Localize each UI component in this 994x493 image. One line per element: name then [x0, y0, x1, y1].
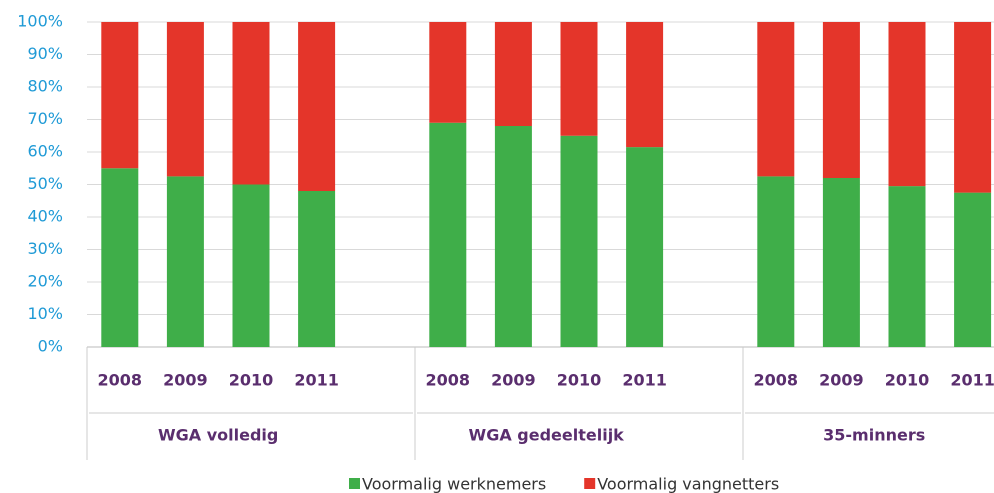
y-tick-label: 0% — [38, 337, 63, 356]
bar-segment — [626, 147, 664, 347]
bar-segment — [626, 22, 664, 148]
legend-swatch — [349, 478, 360, 489]
x-tick-label: 2009 — [163, 371, 208, 390]
x-tick-label: 2008 — [754, 371, 799, 390]
group-label: WGA volledig — [158, 426, 278, 445]
x-tick-label: 2010 — [229, 371, 274, 390]
bar-segment — [757, 176, 795, 347]
y-tick-label: 100% — [17, 12, 63, 31]
bar-segment — [166, 22, 204, 177]
x-tick-label: 2011 — [622, 371, 667, 390]
bar-segment — [954, 22, 992, 193]
y-tick-label: 10% — [27, 304, 63, 323]
bar-segment — [298, 191, 336, 347]
x-tick-label: 2010 — [557, 371, 602, 390]
bar-segment — [494, 22, 532, 126]
bar-segment — [954, 192, 992, 347]
x-tick-label: 2008 — [98, 371, 143, 390]
y-tick-label: 80% — [27, 77, 63, 96]
x-tick-label: 2011 — [294, 371, 339, 390]
bar-segment — [888, 22, 926, 187]
bar-segment — [822, 178, 860, 347]
legend-label: Voormalig werknemers — [362, 475, 546, 493]
x-tick-label: 2011 — [950, 371, 994, 390]
bar-segment — [298, 22, 336, 191]
y-tick-label: 30% — [27, 239, 63, 258]
y-tick-label: 60% — [27, 142, 63, 161]
y-tick-label: 50% — [27, 174, 63, 193]
y-tick-label: 20% — [27, 272, 63, 291]
bar-segment — [822, 22, 860, 178]
bar-segment — [232, 22, 270, 185]
x-tick-label: 2008 — [426, 371, 471, 390]
bar-segment — [494, 126, 532, 347]
legend-swatch — [584, 478, 596, 489]
bar-segment — [232, 184, 270, 347]
x-tick-label: 2010 — [885, 371, 930, 390]
bar-segment — [560, 135, 598, 347]
legend-label: Voormalig vangnetters — [597, 475, 779, 493]
bar-segment — [429, 122, 467, 347]
bar-segment — [101, 22, 139, 169]
bar-segment — [429, 22, 467, 123]
group-label: 35-minners — [823, 426, 925, 445]
group-label: WGA gedeeltelijk — [469, 426, 625, 445]
bar-segment — [888, 186, 926, 347]
y-tick-label: 90% — [27, 44, 63, 63]
bar-segment — [101, 168, 139, 347]
y-tick-label: 40% — [27, 207, 63, 226]
x-tick-label: 2009 — [819, 371, 864, 390]
y-tick-label: 70% — [27, 109, 63, 128]
bar-segment — [757, 22, 795, 177]
bar-segment — [166, 176, 204, 347]
bar-segment — [560, 22, 598, 136]
x-tick-label: 2009 — [491, 371, 536, 390]
